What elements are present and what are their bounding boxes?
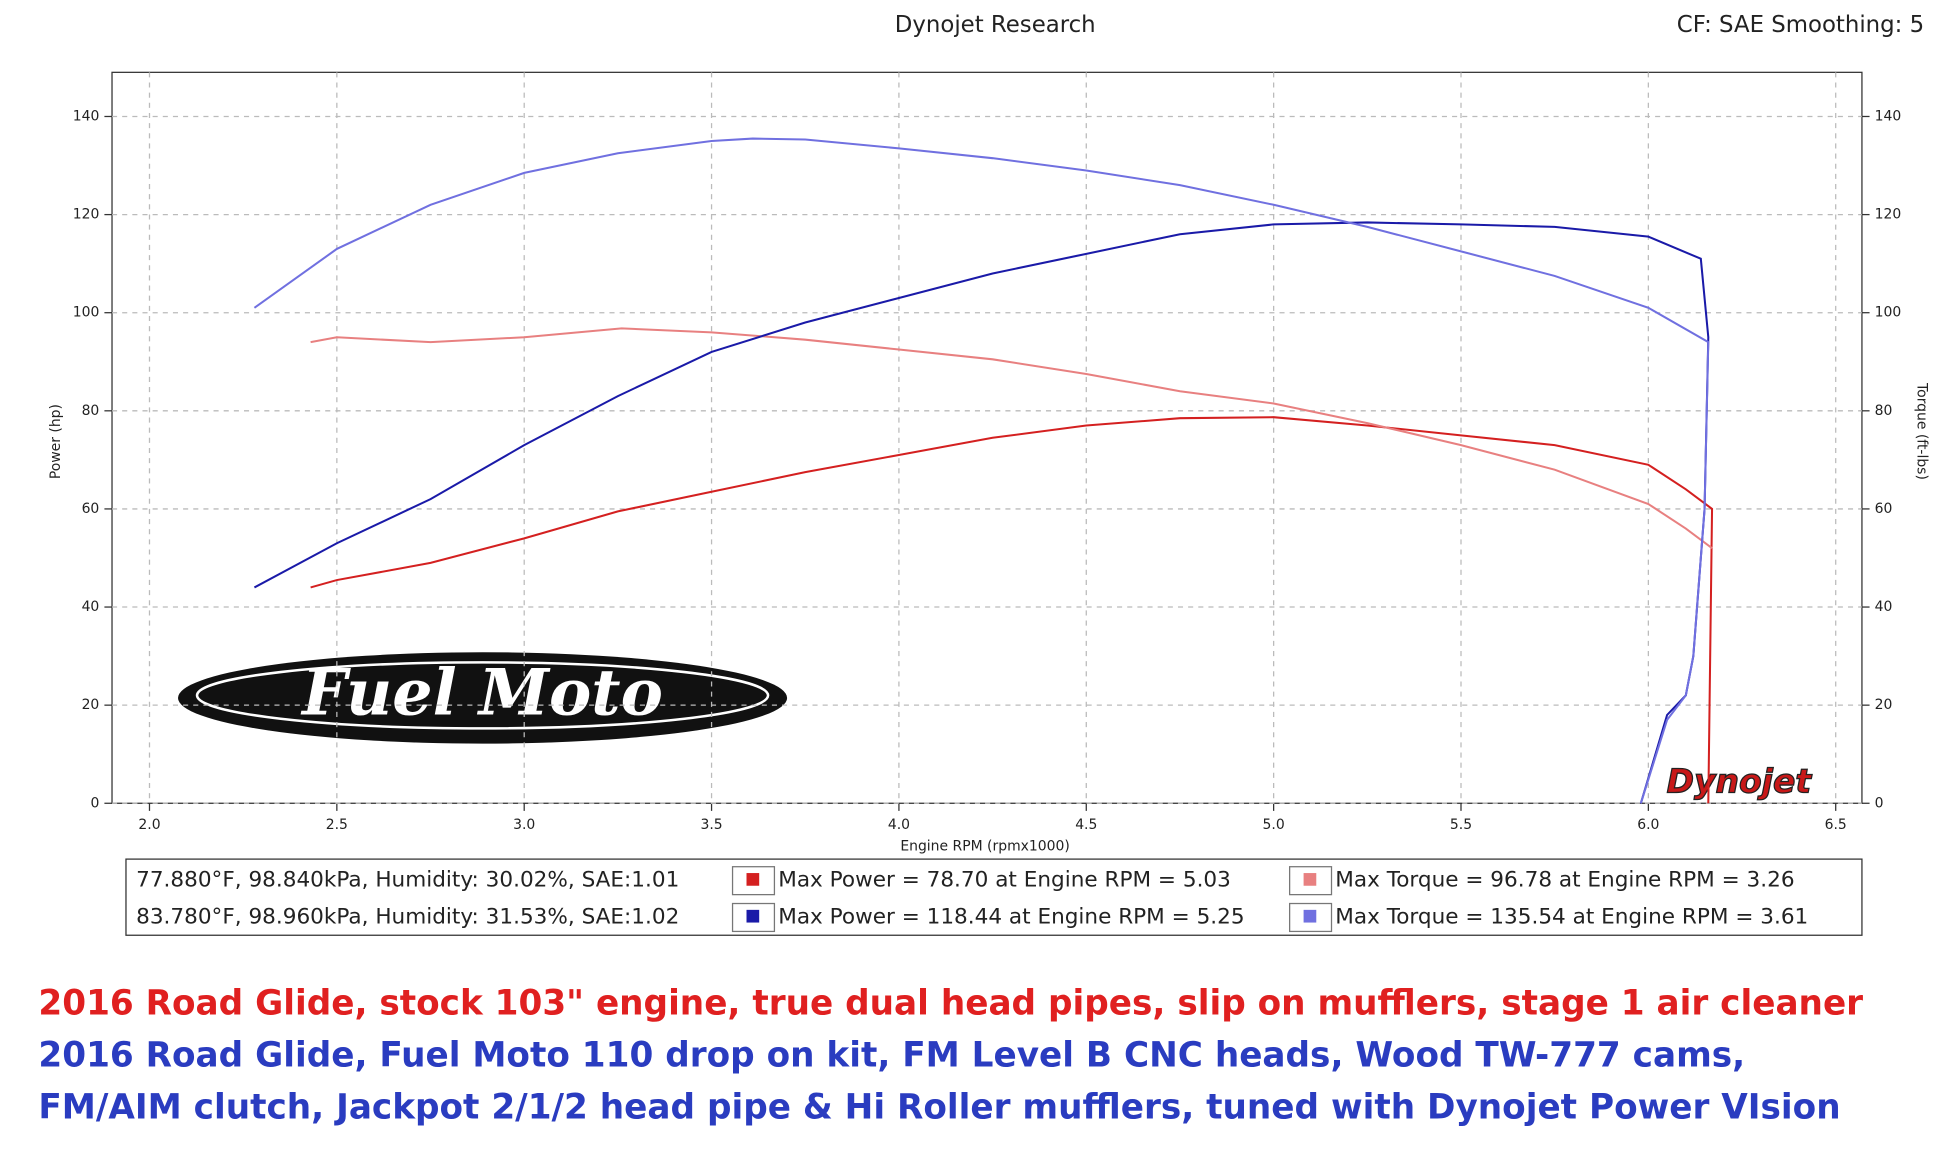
legend-label: Max Torque = 96.78 at Engine RPM = 3.26 bbox=[1335, 868, 1794, 893]
y2-tick-label: 20 bbox=[1875, 697, 1893, 713]
y2-tick-label: 140 bbox=[1875, 108, 1902, 124]
y-tick-label: 40 bbox=[82, 599, 100, 615]
x-tick-label: 6.0 bbox=[1637, 817, 1659, 833]
x-tick-label: 2.0 bbox=[138, 817, 160, 833]
y-tick-label: 20 bbox=[82, 697, 100, 713]
legend-swatch bbox=[746, 909, 760, 923]
series-line bbox=[253, 137, 1710, 804]
x-tick-label: 4.5 bbox=[1075, 817, 1097, 833]
plot-layer: 2.0 2.5 3.0 3.5 4.0 4.5 5.0 5.5 6.0 6.5 0 20 40 60 80 1… bbox=[73, 72, 1902, 833]
legend-box bbox=[125, 858, 1863, 936]
x-tick-label: 6.5 bbox=[1825, 817, 1847, 833]
x-tick-label: 3.5 bbox=[700, 817, 722, 833]
y2-axis-label: Torque (ft-lbs) bbox=[1914, 382, 1930, 480]
x-tick-label: 4.0 bbox=[888, 817, 910, 833]
y-tick-label: 60 bbox=[82, 501, 100, 517]
legend-label: Max Power = 118.44 at Engine RPM = 5.25 bbox=[778, 904, 1244, 929]
y2-tick-label: 80 bbox=[1875, 403, 1893, 419]
series-line bbox=[310, 327, 1713, 549]
chart-title: Dynojet Research bbox=[895, 12, 1096, 38]
caption: 2016 Road Glide, stock 103" engine, true… bbox=[38, 984, 1863, 1024]
logo-shape bbox=[178, 652, 788, 744]
legend-swatch bbox=[1303, 873, 1317, 886]
y-tick-label: 120 bbox=[73, 207, 100, 223]
run-info: 83.780°F, 98.960kPa, Humidity: 31.53%, S… bbox=[136, 904, 679, 929]
logo-shape bbox=[195, 661, 770, 730]
y2-tick-label: 120 bbox=[1875, 207, 1902, 223]
y-tick-label: 80 bbox=[82, 403, 100, 419]
legend-label: Max Power = 78.70 at Engine RPM = 5.03 bbox=[778, 868, 1231, 893]
x-tick-label: 5.5 bbox=[1450, 817, 1472, 833]
y2-tick-label: 0 bbox=[1875, 795, 1884, 811]
y2-tick-label: 60 bbox=[1875, 501, 1893, 517]
caption: FM/AIM clutch, Jackpot 2/1/2 head pipe &… bbox=[38, 1088, 1840, 1128]
legend-label: Max Torque = 135.54 at Engine RPM = 3.61 bbox=[1335, 904, 1808, 929]
series-line bbox=[310, 416, 1714, 804]
legend-swatch bbox=[746, 873, 760, 886]
y-tick-label: 140 bbox=[73, 108, 100, 124]
x-axis-label: Engine RPM (rpmx1000) bbox=[900, 838, 1070, 854]
fuel-moto-logo: Fuel Moto bbox=[178, 652, 788, 744]
y-tick-label: 0 bbox=[90, 795, 99, 811]
x-tick-label: 2.5 bbox=[326, 817, 348, 833]
caption: 2016 Road Glide, Fuel Moto 110 drop on k… bbox=[38, 1036, 1745, 1076]
y-tick-label: 100 bbox=[73, 305, 100, 321]
legend-swatch bbox=[1303, 909, 1317, 923]
x-tick-label: 3.0 bbox=[513, 817, 535, 833]
y2-tick-label: 40 bbox=[1875, 599, 1893, 615]
dynojet-logo: Dynojet bbox=[1667, 761, 1813, 800]
y2-tick-label: 100 bbox=[1875, 305, 1902, 321]
logo-text: Fuel Moto bbox=[300, 654, 663, 729]
y-axis-label: Power (hp) bbox=[48, 404, 64, 479]
chart-subtitle: CF: SAE Smoothing: 5 bbox=[1677, 12, 1924, 38]
x-tick-label: 5.0 bbox=[1263, 817, 1285, 833]
run-info: 77.880°F, 98.840kPa, Humidity: 30.02%, S… bbox=[136, 868, 679, 893]
